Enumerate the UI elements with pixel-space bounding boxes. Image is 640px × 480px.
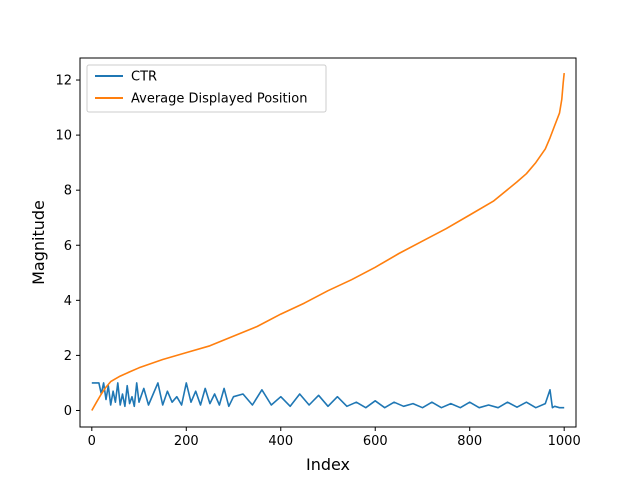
x-tick-label: 1000 <box>548 434 581 449</box>
legend: CTR Average Displayed Position <box>86 64 327 113</box>
y-axis: 0 2 4 6 8 10 12 <box>55 74 80 419</box>
y-tick-label: 0 <box>64 404 72 419</box>
y-tick-label: 2 <box>64 349 72 364</box>
plot-frame <box>79 57 577 428</box>
x-tick-label: 200 <box>174 434 199 449</box>
legend-label-average-displayed-position: Average Displayed Position <box>131 92 307 107</box>
y-axis-label: Magnitude <box>29 200 48 285</box>
x-tick-label: 400 <box>268 434 293 449</box>
legend-label-ctr: CTR <box>131 70 157 85</box>
x-tick-label: 600 <box>363 434 388 449</box>
series-line-average-displayed-position <box>91 73 565 411</box>
series-line-ctr <box>91 382 565 409</box>
x-axis-label: Index <box>306 455 350 474</box>
x-tick-label: 0 <box>88 434 96 449</box>
plot-area <box>91 73 565 411</box>
y-tick-label: 6 <box>64 239 72 254</box>
x-axis: 0 200 400 600 800 1000 <box>88 427 581 449</box>
y-tick-label: 4 <box>64 294 72 309</box>
x-tick-label: 800 <box>457 434 482 449</box>
y-tick-label: 10 <box>55 129 72 144</box>
y-tick-label: 12 <box>55 74 72 89</box>
y-tick-label: 8 <box>64 184 72 199</box>
legend-box <box>86 64 327 113</box>
